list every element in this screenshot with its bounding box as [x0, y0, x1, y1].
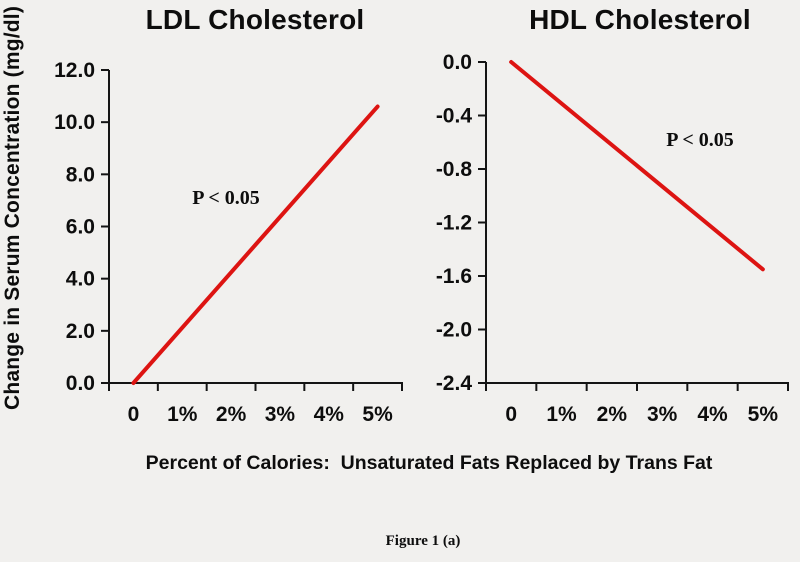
y-tick-label: 4.0	[66, 268, 95, 291]
y-tick-label: 12.0	[54, 59, 95, 82]
x-tick-label: 4%	[697, 403, 728, 426]
x-axis-title: Percent of Calories: Unsaturated Fats Re…	[145, 452, 713, 474]
figure-caption: Figure 1 (a)	[385, 533, 461, 549]
x-tick-label: 2%	[597, 403, 628, 426]
y-tick-label: 0.0	[66, 372, 95, 395]
chart-title-ldl: LDL Cholesterol	[145, 4, 365, 35]
x-tick-label: 5%	[362, 403, 393, 426]
y-tick-label: 0.0	[443, 51, 472, 74]
y-tick-label: 8.0	[66, 163, 95, 186]
x-tick-label: 3%	[647, 403, 678, 426]
x-tick-label: 0	[505, 403, 517, 426]
chart-ldl: 12.0 10.0 8.0 6.0 4.0 2.0 0.0 0 1% 2% 3% 4% 5%	[54, 59, 403, 426]
data-line-ldl	[131, 104, 380, 385]
chart-hdl: 0.0 -0.4 -0.8 -1.2 -1.6 -2.0 -2.4 0 1% 2% 3% 4% 5%	[436, 51, 789, 426]
x-tick-label: 0	[128, 403, 140, 426]
y-tick-label: -2.0	[436, 319, 472, 342]
data-line-hdl	[509, 60, 765, 272]
x-tick-label: 5%	[748, 403, 779, 426]
y-tick-label: 2.0	[66, 320, 95, 343]
pvalue-annotation-ldl: P < 0.05	[192, 187, 260, 209]
x-tick-label: 1%	[167, 403, 198, 426]
y-tick-label: -0.4	[436, 105, 473, 128]
pvalue-annotation-hdl: P < 0.05	[666, 129, 734, 151]
y-tick-label: 10.0	[54, 111, 95, 134]
y-tick-label: -1.2	[436, 212, 472, 235]
chart-title-hdl: HDL Cholesterol	[529, 4, 751, 35]
y-tick-label: -2.4	[436, 372, 473, 395]
y-tick-label: -0.8	[436, 158, 473, 181]
x-tick-label: 1%	[546, 403, 577, 426]
y-tick-label: 6.0	[66, 216, 95, 239]
y-tick-label: -1.6	[436, 265, 472, 288]
x-tick-label: 3%	[265, 403, 296, 426]
x-tick-label: 2%	[216, 403, 247, 426]
x-tick-label: 4%	[314, 403, 345, 426]
